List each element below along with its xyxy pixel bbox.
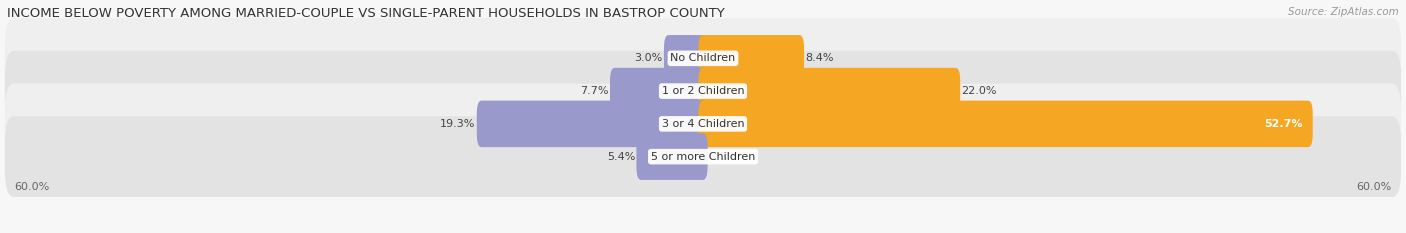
FancyBboxPatch shape <box>4 18 1402 99</box>
Text: 5.4%: 5.4% <box>607 152 636 162</box>
Text: 5 or more Children: 5 or more Children <box>651 152 755 162</box>
FancyBboxPatch shape <box>4 116 1402 197</box>
Text: 8.4%: 8.4% <box>806 53 834 63</box>
Text: 3 or 4 Children: 3 or 4 Children <box>662 119 744 129</box>
Text: 52.7%: 52.7% <box>1264 119 1302 129</box>
Text: 19.3%: 19.3% <box>440 119 475 129</box>
Text: 0.0%: 0.0% <box>709 152 737 162</box>
Text: 7.7%: 7.7% <box>581 86 609 96</box>
FancyBboxPatch shape <box>4 84 1402 164</box>
Text: 1 or 2 Children: 1 or 2 Children <box>662 86 744 96</box>
FancyBboxPatch shape <box>699 101 1313 147</box>
Text: No Children: No Children <box>671 53 735 63</box>
FancyBboxPatch shape <box>4 51 1402 131</box>
Text: INCOME BELOW POVERTY AMONG MARRIED-COUPLE VS SINGLE-PARENT HOUSEHOLDS IN BASTROP: INCOME BELOW POVERTY AMONG MARRIED-COUPL… <box>7 7 724 20</box>
FancyBboxPatch shape <box>699 35 804 82</box>
Text: 22.0%: 22.0% <box>962 86 997 96</box>
FancyBboxPatch shape <box>699 68 960 114</box>
Text: Source: ZipAtlas.com: Source: ZipAtlas.com <box>1288 7 1399 17</box>
FancyBboxPatch shape <box>477 101 707 147</box>
FancyBboxPatch shape <box>610 68 707 114</box>
Text: 3.0%: 3.0% <box>634 53 662 63</box>
Text: 60.0%: 60.0% <box>1357 182 1392 192</box>
Text: 60.0%: 60.0% <box>14 182 49 192</box>
FancyBboxPatch shape <box>637 133 707 180</box>
FancyBboxPatch shape <box>664 35 707 82</box>
